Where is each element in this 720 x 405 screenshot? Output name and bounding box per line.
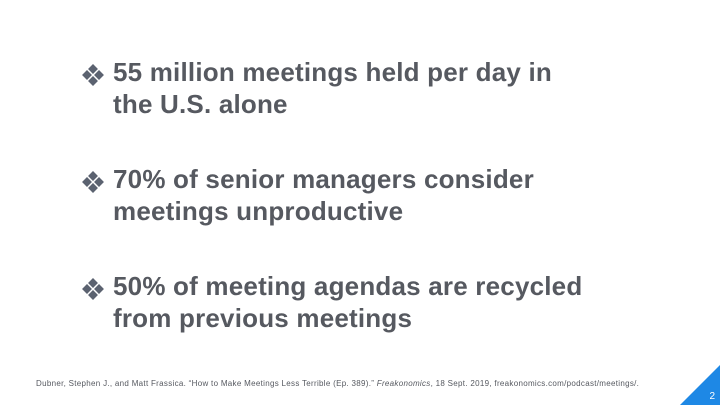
diamond-bullet-icon <box>82 278 104 300</box>
page-number: 2 <box>709 391 715 402</box>
bullet-line: meetings unproductive <box>113 196 404 226</box>
diamond-bullet-icon <box>82 171 104 193</box>
diamond-bullet-icon <box>82 64 104 86</box>
bullet-line: 70% of senior managers consider <box>113 164 534 194</box>
bullet-item: 70% of senior managers consider meetings… <box>82 163 682 227</box>
citation: Dubner, Stephen J., and Matt Frassica. “… <box>36 379 639 388</box>
bullet-line: 50% of meeting agendas are recycled <box>113 271 583 301</box>
bullet-item: 50% of meeting agendas are recycled from… <box>82 270 682 334</box>
bullet-line: from previous meetings <box>113 303 413 333</box>
corner-accent <box>680 365 720 405</box>
bullet-line: the U.S. alone <box>113 89 288 119</box>
citation-text-end: , 18 Sept. 2019, freakonomics.com/podcas… <box>430 379 640 388</box>
bullet-item: 55 million meetings held per day in the … <box>82 56 682 120</box>
bullet-line: 55 million meetings held per day in <box>113 57 552 87</box>
citation-text: Dubner, Stephen J., and Matt Frassica. “… <box>36 379 377 388</box>
citation-source: Freakonomics <box>376 379 431 388</box>
